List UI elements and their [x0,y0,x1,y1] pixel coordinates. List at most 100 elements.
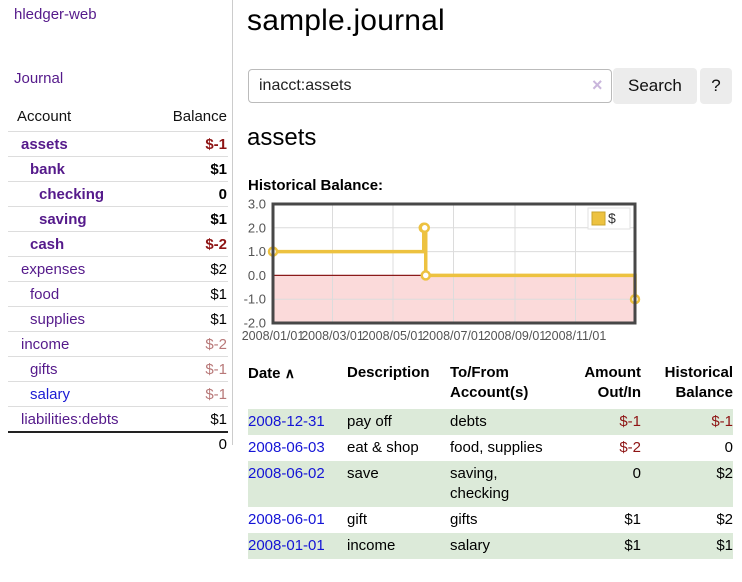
transaction-row: 2008-06-01 gift gifts $1 $2 [248,507,733,533]
account-row: income $-2 [8,331,228,356]
help-button[interactable]: ? [700,68,732,104]
transaction-balance: $2 [716,465,733,482]
account-balance: $1 [210,160,227,178]
transaction-balance: $1 [716,537,733,554]
account-link[interactable]: saving [39,210,87,228]
balance-column-header: Balance [172,108,227,125]
x-tick-label: 2008/05/01 [362,329,425,343]
transactions-table: Date ∧ Description To/From Account(s) Am… [248,361,733,559]
x-tick-label: 2008/03/01 [301,329,364,343]
account-row: expenses $2 [8,256,228,281]
account-balance: $1 [210,310,227,328]
tofrom-column-header: To/From Account(s) [450,364,529,401]
account-balance: $1 [210,210,227,228]
transactions-header-row: Date ∧ Description To/From Account(s) Am… [248,361,733,409]
transaction-balance: 0 [724,439,733,456]
transaction-accounts: saving, checking [450,465,510,502]
sort-ascending-icon: ∧ [284,365,295,381]
account-balance: $1 [210,410,227,428]
account-link[interactable]: bank [30,160,66,178]
chart-heading: Historical Balance: [248,177,384,194]
transaction-row: 2008-01-01 income salary $1 $1 [248,533,733,559]
account-row: checking 0 [8,181,228,206]
historical-balance-chart[interactable]: $3.0 2.0 1.0 0.0 -1.0 -2.02008/01/012008/03/0… [242,197,742,347]
account-balance: 0 [218,185,227,203]
account-row: assets $-1 [8,131,228,156]
data-point-marker [420,270,431,281]
accounts-table-header: Account Balance [8,106,228,131]
account-row: supplies $1 [8,306,228,331]
transaction-accounts: salary [450,537,491,554]
transaction-amount: $1 [624,511,641,528]
account-balance: $-1 [205,385,227,403]
transaction-row: 2008-12-31 pay off debts $-1 $-1 [248,409,733,435]
account-balance: $-2 [205,335,227,353]
account-row: cash $-2 [8,231,228,256]
app-title-link[interactable]: hledger-web [14,6,97,23]
transaction-balance: $2 [716,511,733,528]
y-tick-label: -2.0 [244,316,266,331]
description-column-header: Description [347,364,430,381]
transaction-date-link[interactable]: 2008-12-31 [248,413,325,430]
account-row: salary $-1 [8,381,228,406]
transaction-date-link[interactable]: 2008-06-03 [248,439,325,456]
legend-label: $ [608,210,616,226]
account-row: bank $1 [8,156,228,181]
accounts-total-row: 0 [8,431,228,453]
account-link[interactable]: food [30,285,60,303]
data-point-marker [419,222,430,234]
account-link[interactable]: salary [30,385,71,403]
transaction-date-link[interactable]: 2008-06-01 [248,511,325,528]
account-link[interactable]: liabilities:debts [21,410,119,428]
account-link[interactable]: gifts [30,360,58,378]
search-button[interactable]: Search [613,68,697,104]
account-link[interactable]: checking [39,185,105,203]
transaction-row: 2008-06-02 save saving, checking 0 $2 [248,461,733,507]
account-heading: assets [247,124,317,151]
transaction-amount: $1 [624,537,641,554]
legend: $ [587,207,631,230]
account-link[interactable]: supplies [30,310,86,328]
account-row: liabilities:debts $1 [8,406,228,431]
account-link[interactable]: assets [21,135,68,153]
x-tick-label: 2008/11/01 [545,329,607,343]
transaction-amount: $-2 [619,439,641,456]
date-column-header[interactable]: Date ∧ [248,361,347,409]
account-balance: $-2 [205,235,227,253]
transaction-date-link[interactable]: 2008-06-02 [248,465,325,482]
account-balance: $-1 [205,135,227,153]
transaction-date-link[interactable]: 2008-01-01 [248,537,325,554]
balance-column-header: Historical Balance [664,364,733,401]
x-tick-label: 2008/09/01 [484,329,547,343]
account-column-header: Account [17,108,72,125]
transaction-amount: 0 [632,465,641,482]
accounts-total-value: 0 [218,436,227,453]
transaction-description: save [347,465,379,482]
sidebar-item-journal[interactable]: Journal [14,70,64,87]
x-tick-label: 2008/07/01 [422,329,485,343]
legend-swatch [591,211,606,226]
accounts-balance-table: Account Balance assets $-1 bank $1 checking 0… [8,106,228,453]
account-link[interactable]: income [21,335,70,353]
account-row: food $1 [8,281,228,306]
y-tick-label: -1.0 [244,292,266,307]
amount-column-header: Amount Out/In [584,364,641,401]
page-title: sample.journal [247,4,445,37]
y-tick-label: 1.0 [248,244,266,259]
transaction-accounts: debts [450,413,487,430]
transaction-description: gift [347,511,368,528]
y-tick-label: 2.0 [248,220,266,235]
plot-border [271,202,637,325]
y-tick-label: 0.0 [248,268,266,283]
account-balance: $2 [210,260,227,278]
account-row: saving $1 [8,206,228,231]
account-balance: $-1 [205,360,227,378]
transaction-description: income [347,537,396,554]
transaction-row: 2008-06-03 eat & shop food, supplies $-2 0 [248,435,733,461]
search-input[interactable] [248,69,612,103]
clear-search-icon[interactable]: × [592,75,603,95]
account-balance: $1 [210,285,227,303]
date-header-label: Date [248,365,281,382]
account-link[interactable]: expenses [21,260,86,278]
account-link[interactable]: cash [30,235,65,253]
